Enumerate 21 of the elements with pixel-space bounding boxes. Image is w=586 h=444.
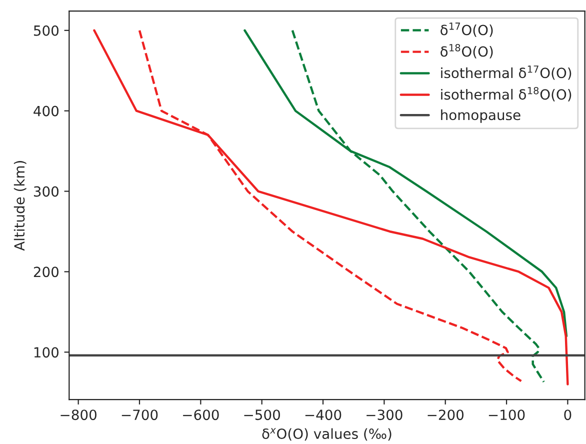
x-tick-label: −200: [428, 410, 464, 420]
y-tick-label: 300: [34, 186, 59, 197]
y-tick-label: 200: [34, 266, 59, 278]
legend-label: isothermal δ$^{17}$O(O): [441, 66, 572, 80]
legend-label: homopause: [441, 109, 520, 123]
y-tick-label: 400: [34, 106, 59, 116]
x-tick-label: −700: [122, 410, 158, 420]
x-tick-label: 0: [564, 410, 572, 420]
legend-label: isothermal δ$^{18}$O(O): [441, 86, 572, 102]
legend-label: δ$^{17}$O(O): [440, 22, 493, 37]
legend-label: δ$^{18}$O(O): [440, 44, 493, 58]
x-tick-label: −300: [366, 410, 402, 420]
x-tick-label: −500: [244, 410, 280, 420]
x-tick-label: −600: [183, 410, 219, 420]
y-tick-label: 100: [34, 347, 59, 358]
x-tick-label: −100: [488, 410, 525, 420]
x-axis-title: δ$^{x}$O(O) values (‰): [262, 428, 392, 441]
y-tick-label: 500: [34, 25, 59, 36]
x-tick-label: −800: [60, 410, 96, 420]
x-tick-label: −400: [305, 410, 342, 420]
y-axis-title: Altitude (km): [14, 160, 26, 251]
